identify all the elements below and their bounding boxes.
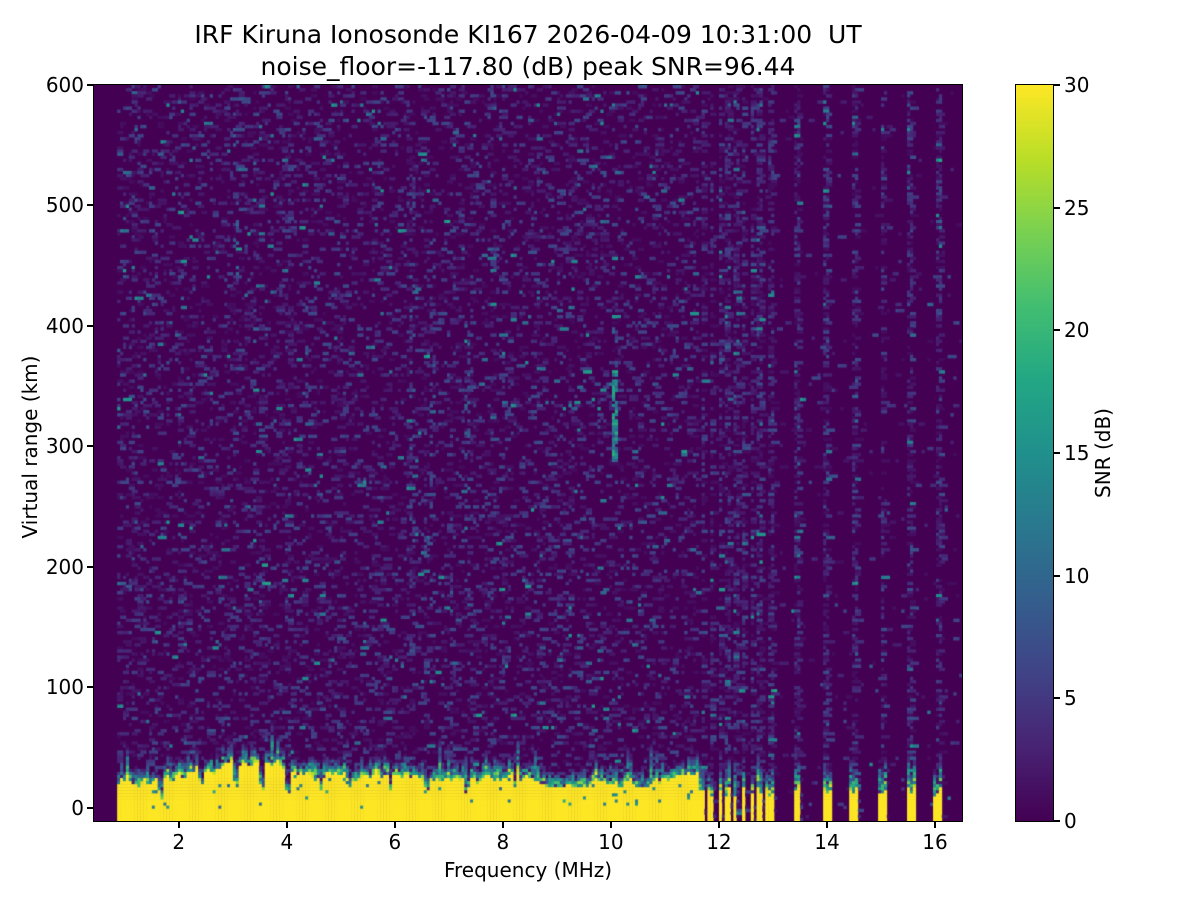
y-tick-mark <box>87 686 93 689</box>
colorbar-tick-mark <box>1054 84 1060 86</box>
colorbar-tick-label: 25 <box>1064 195 1090 220</box>
colorbar-tick-mark <box>1054 820 1060 822</box>
colorbar-tick-label: 15 <box>1064 441 1090 465</box>
colorbar-tick-mark <box>1054 206 1060 209</box>
colorbar-tick-label: 20 <box>1064 318 1090 343</box>
y-tick-label: 200 <box>45 554 84 579</box>
colorbar-tick-mark <box>1054 452 1060 454</box>
colorbar-tick-mark <box>1054 697 1060 700</box>
y-tick-label: 300 <box>45 434 84 459</box>
y-tick-mark <box>87 204 93 207</box>
y-tick-label: 400 <box>45 313 84 338</box>
chart-subtitle: noise_floor=-117.80 (dB) peak SNR=96.44 <box>260 52 796 81</box>
colorbar-tick-mark <box>1054 329 1060 332</box>
x-tick-label: 4 <box>280 830 294 854</box>
x-tick-label: 12 <box>706 830 732 854</box>
colorbar-gradient-canvas <box>1016 85 1053 821</box>
ionogram-heatmap-canvas <box>94 85 962 821</box>
y-tick-label: 100 <box>45 675 84 700</box>
y-tick-label: 0 <box>71 795 84 820</box>
colorbar-tick-label: 10 <box>1064 563 1090 588</box>
y-tick-label: 600 <box>45 73 84 97</box>
x-tick-label: 16 <box>922 830 948 854</box>
y-tick-mark <box>87 84 93 86</box>
colorbar <box>1015 84 1054 822</box>
x-axis-label: Frequency (MHz) <box>443 858 613 882</box>
x-tick-label: 14 <box>814 830 840 854</box>
y-tick-mark <box>87 445 93 448</box>
y-tick-mark <box>87 806 93 809</box>
y-tick-mark <box>87 565 93 568</box>
colorbar-tick-label: 5 <box>1064 686 1077 711</box>
x-tick-mark <box>285 822 288 828</box>
x-tick-label: 2 <box>172 830 186 854</box>
x-tick-label: 8 <box>496 830 510 854</box>
colorbar-tick-label: 30 <box>1064 73 1090 97</box>
x-tick-mark <box>501 822 504 828</box>
x-tick-mark <box>717 822 720 828</box>
y-tick-label: 500 <box>45 193 84 218</box>
x-tick-mark <box>609 822 612 828</box>
x-tick-mark <box>825 822 828 828</box>
x-tick-mark <box>393 822 396 828</box>
x-tick-label: 6 <box>388 830 402 854</box>
chart-title: IRF Kiruna Ionosonde KI167 2026-04-09 10… <box>194 20 862 49</box>
y-tick-mark <box>87 324 93 327</box>
plot-area <box>93 84 963 822</box>
colorbar-tick-label: 0 <box>1064 809 1077 833</box>
x-tick-label: 10 <box>598 830 624 854</box>
colorbar-tick-mark <box>1054 574 1060 577</box>
x-tick-mark <box>933 822 936 828</box>
x-tick-mark <box>177 822 180 828</box>
